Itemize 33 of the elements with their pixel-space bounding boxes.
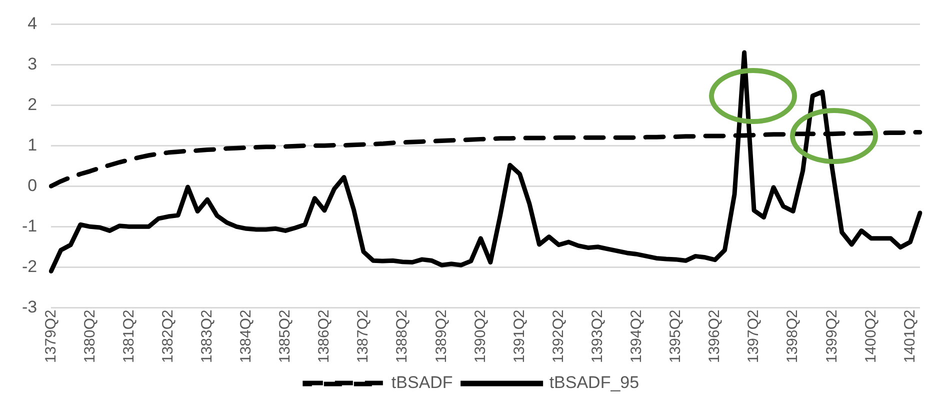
x-tick-label: 1399Q2	[823, 310, 840, 364]
x-tick-label: 1397Q2	[745, 310, 762, 364]
legend-label: tBSADF_95	[549, 373, 640, 392]
x-tick-label: 1382Q2	[159, 310, 176, 364]
y-tick-label: 4	[28, 14, 38, 33]
y-tick-label: 0	[28, 176, 38, 195]
x-tick-label: 1398Q2	[784, 310, 802, 364]
x-tick-label: 1387Q2	[354, 310, 372, 364]
y-tick-label: 1	[28, 135, 38, 154]
y-tick-label: 2	[28, 94, 38, 114]
x-tick-label: 1401Q2	[901, 310, 918, 364]
x-tick-label: 1400Q2	[862, 310, 880, 364]
y-tick-label: -3	[22, 297, 38, 316]
x-tick-label: 1393Q2	[588, 310, 606, 364]
x-tick-label: 1394Q2	[628, 310, 646, 364]
legend-label: tBSADF	[391, 373, 453, 392]
x-tick-label: 1391Q2	[510, 310, 528, 364]
y-tick-label: 3	[28, 54, 38, 74]
x-tick-label: 1385Q2	[276, 310, 294, 364]
x-tick-label: 1383Q2	[198, 310, 216, 364]
x-tick-label: 1389Q2	[432, 310, 450, 364]
x-tick-label: 1395Q2	[667, 310, 684, 364]
y-tick-label: -1	[22, 216, 38, 236]
x-tick-label: 1380Q2	[81, 310, 98, 364]
x-tick-label: 1388Q2	[394, 310, 411, 364]
x-tick-label: 1381Q2	[120, 310, 138, 364]
x-tick-label: 1386Q2	[316, 310, 333, 364]
y-tick-label: -2	[22, 256, 38, 276]
x-tick-label: 1384Q2	[238, 310, 255, 364]
x-tick-label: 1396Q2	[706, 310, 724, 364]
x-tick-label: 1390Q2	[472, 310, 489, 364]
x-tick-label: 1392Q2	[550, 310, 567, 364]
x-tick-label: 1379Q2	[42, 310, 60, 364]
